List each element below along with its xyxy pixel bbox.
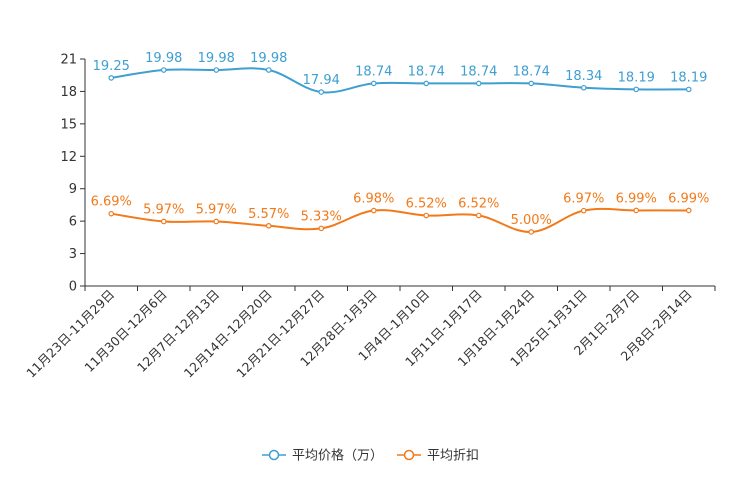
data-label: 6.97%	[563, 192, 604, 207]
data-point	[633, 86, 640, 93]
data-point	[213, 218, 220, 225]
legend-item-1[interactable]: 平均折扣	[397, 449, 479, 464]
data-point	[423, 80, 430, 87]
data-label: 18.34	[565, 69, 602, 84]
data-point	[108, 75, 115, 81]
data-point	[370, 207, 377, 214]
data-label: 19.98	[250, 51, 287, 66]
data-label: 5.97%	[196, 202, 237, 217]
data-point	[475, 212, 482, 219]
data-point	[108, 210, 115, 217]
data-label: 5.33%	[301, 209, 342, 224]
data-point	[528, 80, 535, 87]
y-tick-label: 15	[60, 117, 77, 132]
data-point	[580, 84, 587, 91]
y-tick-label: 9	[69, 182, 77, 197]
data-label: 6.69%	[91, 195, 132, 210]
data-label: 18.74	[408, 64, 445, 79]
legend-marker-icon	[268, 449, 280, 461]
x-tick-label: 11月23日-11月29日	[23, 287, 117, 381]
data-point	[318, 225, 325, 232]
y-tick-label: 0	[69, 280, 77, 295]
data-point	[265, 222, 272, 229]
data-label: 6.52%	[458, 197, 499, 212]
y-tick-label: 12	[60, 150, 77, 165]
legend-label: 平均折扣	[427, 449, 479, 464]
legend[interactable]: 平均价格（万） 平均折扣	[262, 448, 479, 464]
y-tick-label: 21	[60, 53, 77, 68]
data-label: 6.99%	[616, 191, 657, 206]
legend-marker-icon	[403, 449, 415, 461]
data-point	[160, 67, 167, 73]
data-point	[633, 207, 640, 214]
data-point	[370, 80, 377, 87]
data-point	[423, 212, 430, 219]
data-label: 19.98	[198, 51, 235, 66]
data-label: 18.74	[513, 64, 550, 79]
data-label: 19.25	[93, 59, 130, 74]
x-tick-label: 12月21日-12月27日	[233, 287, 327, 381]
data-label: 5.57%	[248, 207, 289, 222]
data-point	[580, 207, 587, 214]
data-label: 18.74	[355, 64, 392, 79]
data-point	[318, 89, 325, 95]
data-point	[475, 80, 482, 87]
data-label: 18.19	[670, 70, 707, 85]
series-layer	[108, 67, 692, 235]
data-point	[685, 86, 692, 93]
legend-item-0[interactable]: 平均价格（万）	[262, 448, 383, 464]
legend-label: 平均价格（万）	[292, 448, 383, 464]
y-tick-label: 3	[69, 247, 77, 262]
data-point	[213, 67, 220, 73]
data-label: 5.00%	[511, 213, 552, 228]
data-label: 17.94	[303, 73, 340, 88]
data-label: 6.98%	[353, 192, 394, 207]
data-point	[265, 67, 272, 73]
data-labels: 19.25 19.98 19.98 19.98 17.94 18.74 18.74 18.74…	[91, 51, 710, 228]
x-tick-label: 12月14日-12月20日	[181, 287, 275, 381]
data-label: 6.99%	[668, 191, 709, 206]
y-tick-label: 18	[60, 85, 77, 100]
series-line-1	[111, 207, 689, 233]
data-label: 19.98	[145, 51, 182, 66]
data-label: 18.74	[460, 64, 497, 79]
data-point	[685, 207, 692, 214]
data-label: 6.52%	[406, 197, 447, 212]
y-tick-label: 6	[69, 215, 77, 230]
data-label: 18.19	[618, 70, 655, 85]
series-line-0	[111, 67, 689, 94]
data-label: 5.97%	[143, 202, 184, 217]
data-point	[528, 229, 535, 235]
data-point	[160, 218, 167, 225]
